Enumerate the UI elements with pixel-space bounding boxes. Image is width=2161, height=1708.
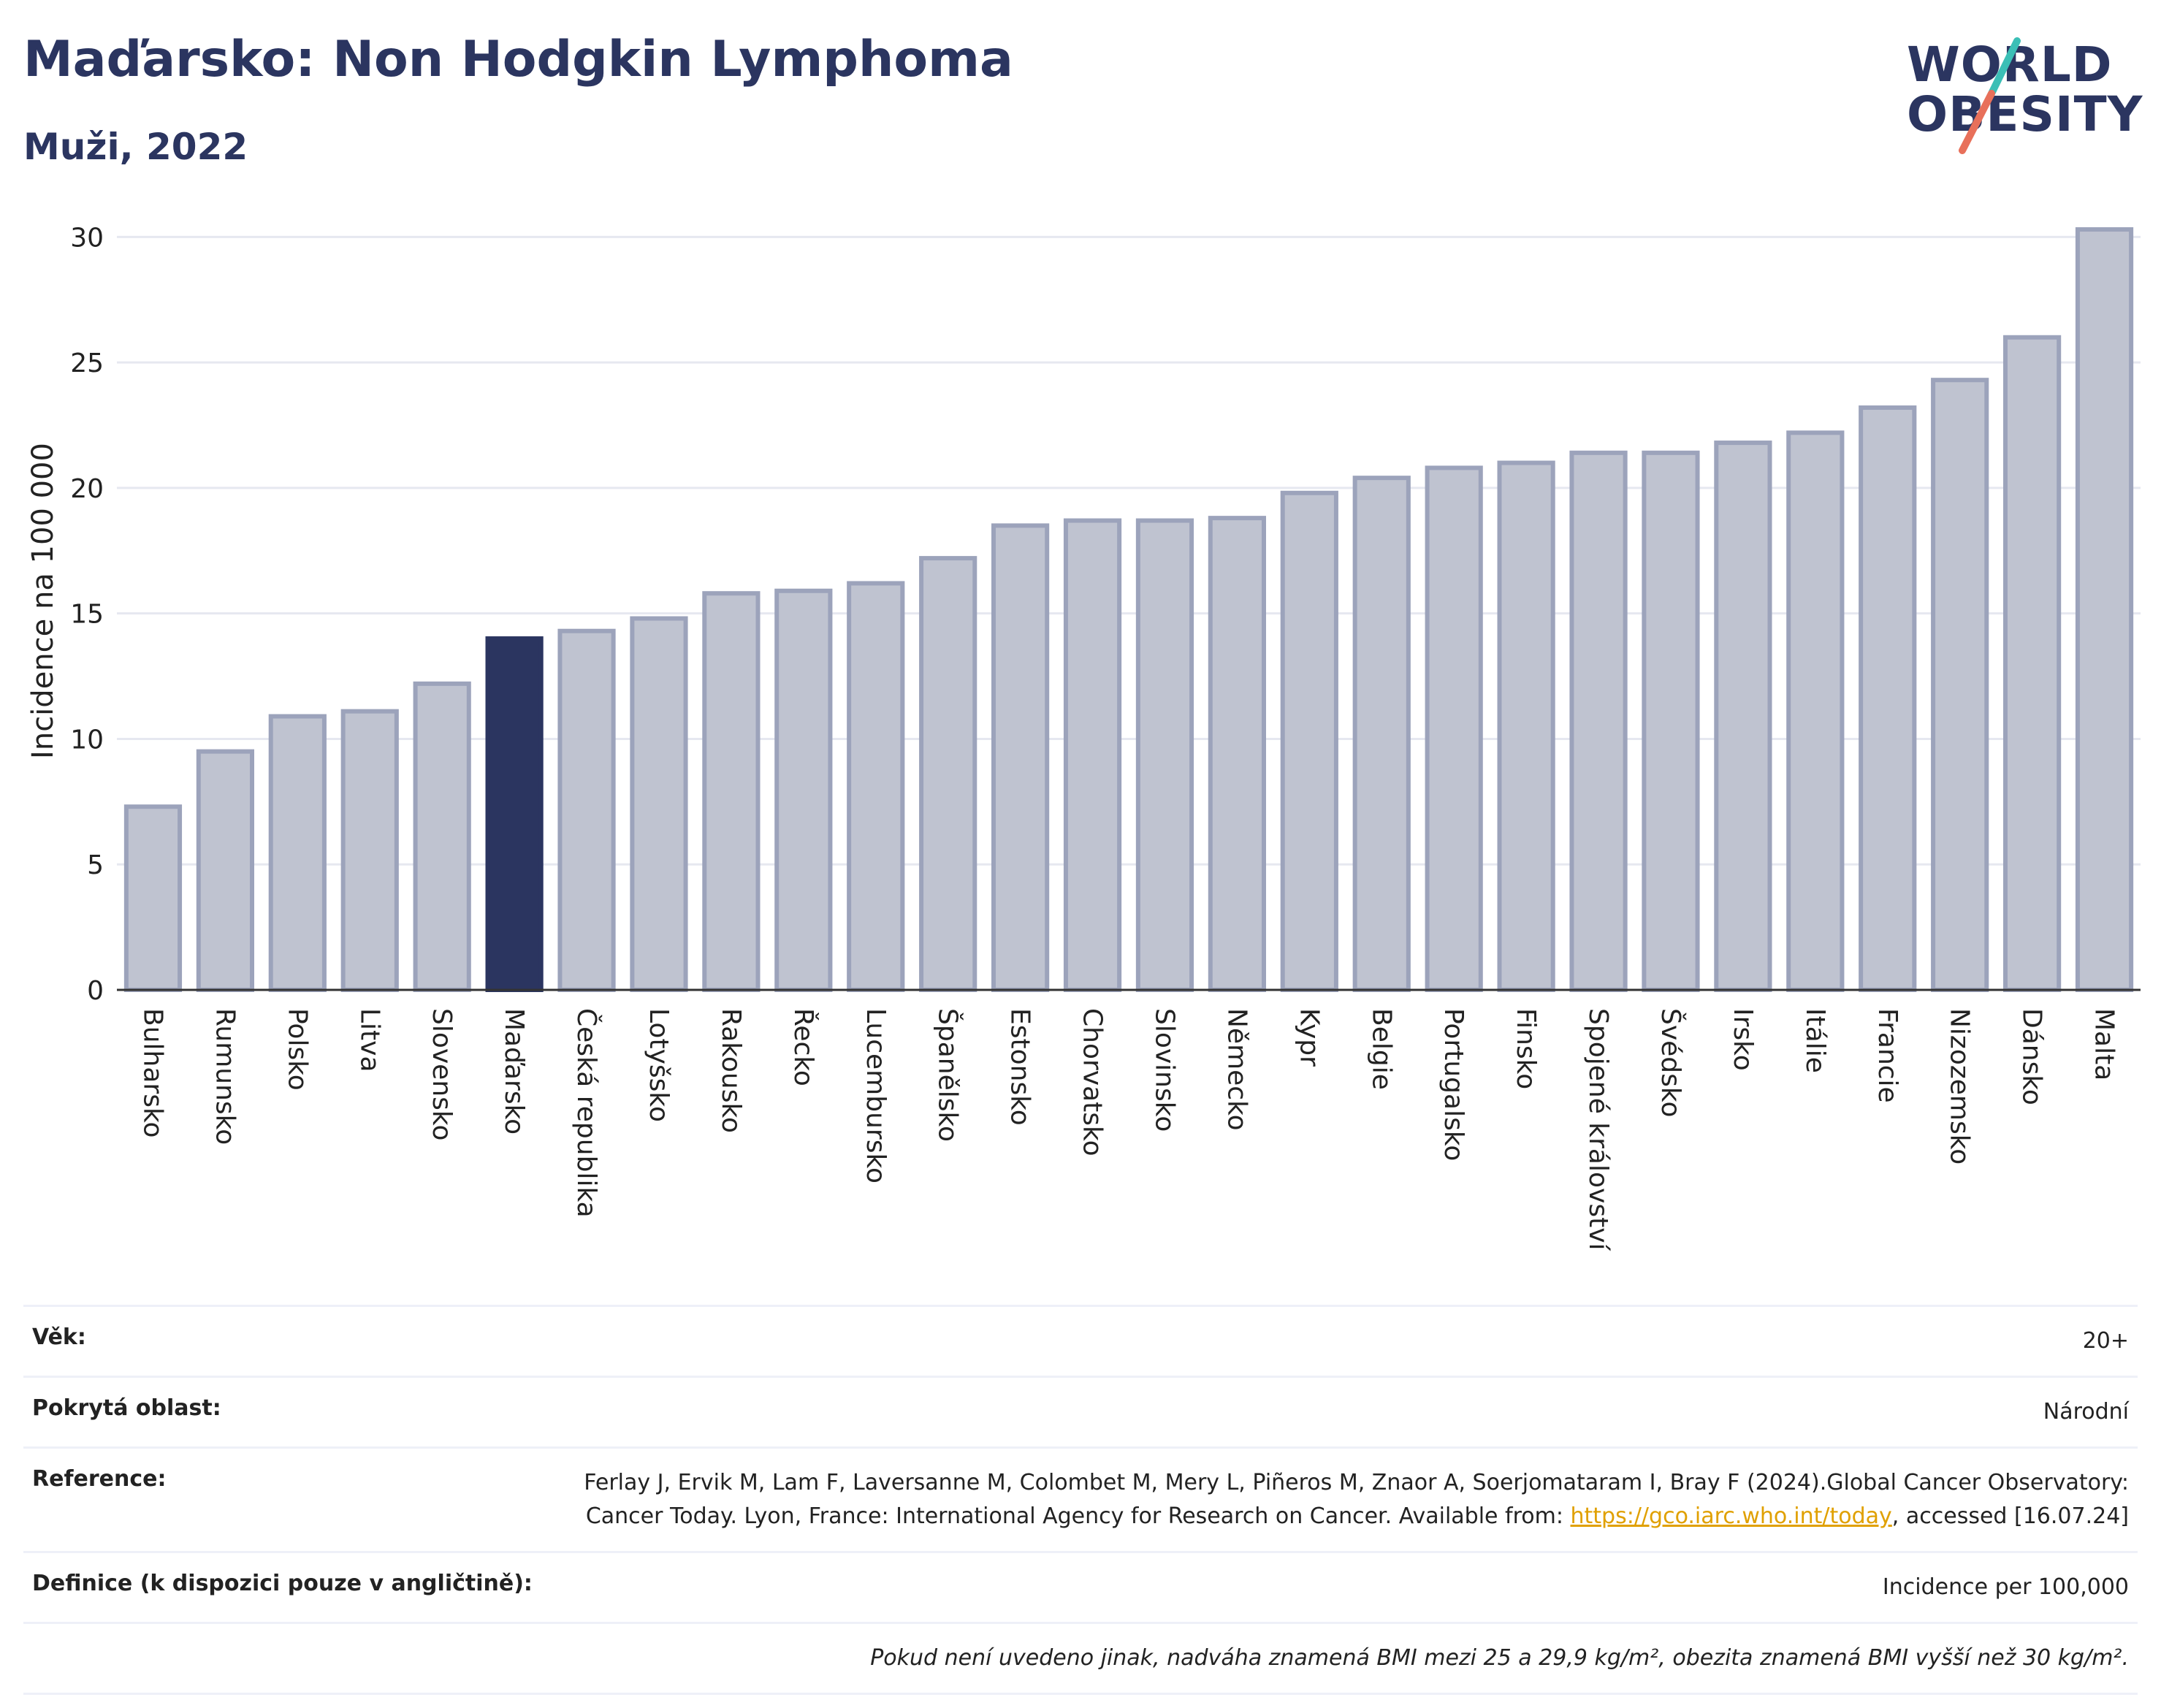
bar [1497,460,1555,992]
reference-text: Ferlay J, Ervik M, Lam F, Laversanne M, … [584,1470,2129,1529]
bar [1714,441,1772,992]
x-tick-label: Kypr [1294,1008,1324,1067]
y-tick-label: 15 [70,600,104,630]
bar [1352,476,1411,992]
info-row-reference: Reference: Ferlay J, Ervik M, Lam F, Lav… [23,1446,2138,1551]
x-tick-label: Itálie [1800,1008,1830,1073]
bar [485,636,544,993]
age-value: 20+ [2082,1328,2129,1354]
bar [2075,227,2134,993]
definition-value: Incidence per 100,000 [1882,1574,2129,1600]
info-row-age: Věk: 20+ [23,1305,2138,1376]
reference-label: Reference: [32,1466,167,1492]
world-obesity-logo: WORLD OBESITY [1907,35,2148,159]
bar [123,804,183,992]
y-tick-label: 5 [87,850,104,880]
x-tick-label: Belgie [1366,1008,1396,1090]
bar [413,681,471,992]
bar [196,749,254,992]
bar [774,588,833,992]
bar [847,581,905,992]
info-row-area: Pokrytá oblast: Národní [23,1376,2138,1446]
page-title: Maďarsko: Non Hodgkin Lymphoma [23,31,1013,88]
bar [1569,450,1628,992]
reference-link[interactable]: https://gco.iarc.who.int/today [1570,1503,1892,1529]
y-tick-label: 25 [70,348,104,378]
x-tick-label: Lucembursko [861,1008,891,1183]
reference-value: Ferlay J, Ervik M, Lam F, Laversanne M, … [522,1466,2129,1533]
x-tick-label: Estonsko [1005,1008,1035,1126]
x-tick-label: Maďarsko [499,1008,529,1135]
bar [557,628,616,993]
x-tick-label: Česká republika [571,1008,602,1218]
age-label: Věk: [32,1324,86,1350]
info-table: Věk: 20+ Pokrytá oblast: Národní Referen… [23,1305,2138,1695]
bar [919,556,977,992]
x-tick-label: Německo [1221,1008,1251,1131]
x-tick-label: Spojené království [1583,1008,1613,1251]
bar [1280,490,1338,993]
bar-chart: 0 5 10 15 20 25 30 Incidence na 100 000 Bulharsk… [26,223,2141,1251]
x-tick-label: Slovinsko [1149,1008,1179,1132]
bar [1135,518,1194,992]
bar [1063,518,1122,992]
page-subtitle: Muži, 2022 [23,126,248,168]
x-tick-label: Lotyšsko [644,1008,674,1122]
bar [1859,405,1917,993]
x-tick-label: Rakousko [716,1008,746,1133]
x-tick-label: Portugalsko [1438,1008,1468,1161]
x-tick-label: Litva [354,1008,384,1072]
x-tick-label: Malta [2089,1008,2119,1080]
bar [630,616,688,992]
x-tick-label: Irsko [1728,1008,1758,1071]
bmi-note: Pokud není uvedeno jinak, nadváha znamen… [870,1645,2129,1671]
info-row-note: Pokud není uvedeno jinak, nadváha znamen… [23,1622,2138,1695]
bar [702,591,761,992]
x-tick-label: Dánsko [2017,1008,2047,1105]
y-tick-label: 0 [87,976,104,1006]
y-axis-label: Incidence na 100 000 [26,443,60,759]
bar [1208,516,1266,992]
area-value: Národní [2043,1399,2129,1425]
x-tick-label: Nizozemsko [1945,1008,1975,1164]
x-tick-label: Švédsko [1655,1008,1686,1118]
area-label: Pokrytá oblast: [32,1395,221,1421]
y-tick-label: 10 [70,725,104,755]
x-tick-label: Slovensko [427,1008,457,1141]
bar [1786,430,1845,992]
x-tick-label: Polsko [282,1008,312,1091]
bar [340,709,399,993]
x-tick-label: Francie [1872,1008,1902,1103]
bar [1425,465,1483,992]
bar [991,523,1050,992]
x-tick-label: Chorvatsko [1078,1008,1108,1156]
x-tick-label: Španělsko [933,1008,964,1142]
bar [268,714,327,993]
info-row-definition: Definice (k dispozici pouze v angličtině… [23,1551,2138,1622]
bar [1642,450,1700,992]
y-tick-label: 20 [70,474,104,504]
x-tick-label: Bulharsko [137,1008,167,1138]
y-tick-label: 30 [70,223,104,253]
reference-accessed: , accessed [16.07.24] [1891,1503,2129,1529]
bar [1931,378,1989,992]
bar [2003,335,2062,993]
definition-label: Definice (k dispozici pouze v angličtině… [32,1571,533,1596]
x-tick-label: Rumunsko [210,1008,240,1145]
x-tick-label: Řecko [788,1008,819,1086]
logo-line-2: OBESITY [1907,86,2143,142]
logo-slash-icon [1959,37,2021,154]
x-tick-label: Finsko [1511,1008,1541,1089]
